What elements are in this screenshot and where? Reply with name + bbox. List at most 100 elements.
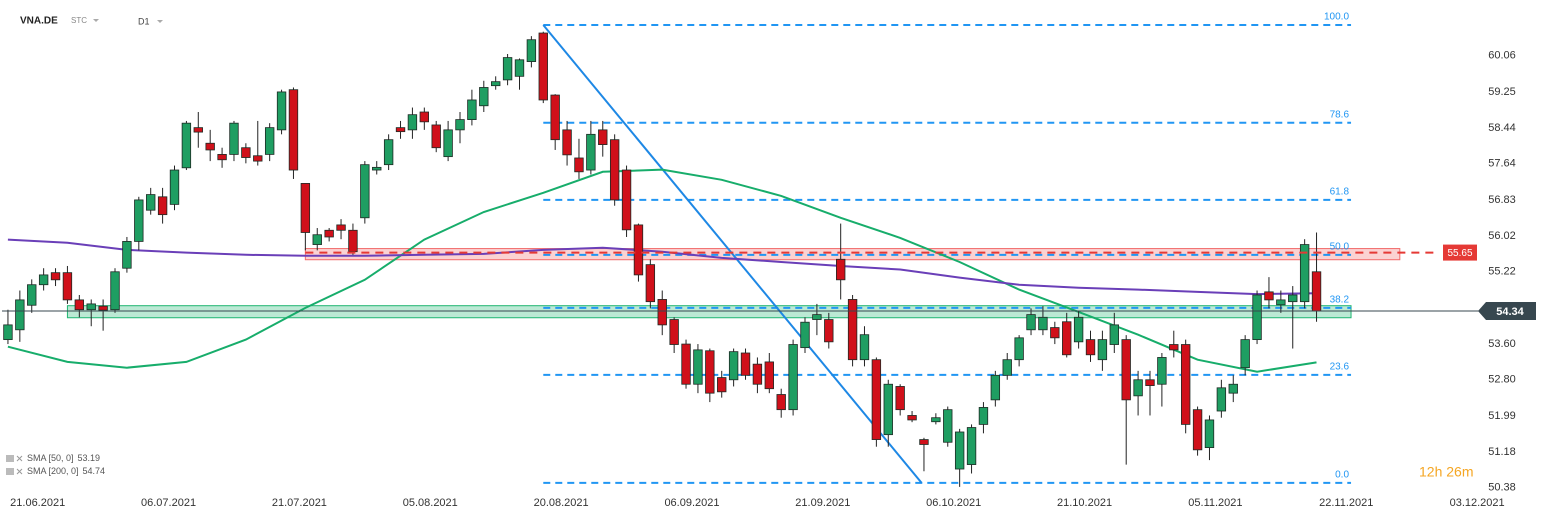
candle-body [169,169,180,205]
candle-body [895,386,905,411]
candle-body [467,99,477,120]
candle-body [134,199,144,242]
candle-body [1145,379,1155,386]
candle-body [348,229,358,253]
candle-body [1288,294,1298,303]
candle-body [681,343,691,385]
y-tick-label: 56.02 [1488,230,1516,242]
candle-body [372,166,382,171]
y-tick-label: 60.06 [1488,50,1516,62]
candle-body [1264,291,1274,301]
candle-body [907,415,917,421]
countdown: 12h 26m [1419,464,1473,480]
candle-body [455,119,465,131]
candle-body [526,39,537,62]
fib-label: 78.6 [1330,109,1350,120]
candle-body [146,194,156,211]
x-tick-label: 06.09.2021 [664,497,719,509]
candle-body [50,272,61,281]
candle-body [812,314,822,320]
candle-body [1157,357,1167,385]
candle-body [62,272,73,301]
sma-line [7,168,1317,373]
y-tick-label: 57.64 [1488,158,1516,170]
candle-body [966,427,977,465]
candle-body [38,274,49,286]
candle-body [645,264,656,303]
candle-body [1109,324,1119,345]
candle-body [276,91,287,131]
fib-label: 23.6 [1330,362,1350,373]
candle-body [717,377,727,393]
candle-body [122,241,132,269]
candle-body [217,154,227,161]
candle-body [788,344,798,411]
candle-body [574,157,584,173]
candle-body [586,133,596,171]
candle-body [1180,344,1191,425]
candle-body [1169,344,1179,351]
candle-body [229,122,239,155]
candle-body [479,87,489,107]
price-tag [1443,244,1477,261]
candle-body [1299,244,1310,303]
x-tick-label: 06.10.2021 [926,497,981,509]
candle-body [871,359,882,440]
y-tick-label: 53.60 [1488,338,1516,350]
candle-body [431,124,441,149]
candle-body [1133,379,1143,397]
legend-name: SMA [50, 0] [27,453,74,463]
candle-body [1240,339,1250,369]
candle-body [621,169,632,231]
candle-body [205,142,215,151]
candle-body [324,229,334,238]
candle-body [253,155,263,162]
candle-body [752,363,763,385]
symbol[interactable]: VNA.DE [20,16,58,27]
candle-body [383,139,394,166]
candle-body [419,111,430,123]
candle-body [776,394,786,411]
x-tick-label: 21.07.2021 [272,497,327,509]
y-tick-label: 52.80 [1488,374,1516,386]
candle-body [1085,339,1096,356]
y-tick-label: 55.22 [1488,266,1516,278]
legend-entry: SMA [200, 0] 54.74 [27,466,105,476]
candle-body [264,127,275,155]
zone [304,248,1401,261]
candle-body [1038,316,1048,331]
legend-value: 54.74 [83,466,106,476]
candle-body [288,89,299,171]
candle-body [312,234,322,245]
candle-body [502,57,513,81]
candle-body [943,409,953,443]
candle-body [847,299,858,361]
candle-body [1073,316,1084,343]
candle-body [1216,387,1227,412]
legend-close [16,455,23,462]
dropdown-arrow[interactable] [157,20,163,23]
candle-body [241,147,251,158]
dropdown-arrow[interactable] [93,19,99,22]
candle-body [407,114,418,131]
candle-body [883,383,893,436]
candle-body [824,319,834,343]
candle-body [1026,314,1036,331]
candle-body [919,439,929,445]
candle-body [86,303,96,311]
candle-body [336,224,346,231]
candle-body [1050,327,1060,339]
y-tick-label: 56.83 [1488,194,1516,206]
instrument-kind: STC [71,16,87,25]
timeframe[interactable]: D1 [138,16,150,26]
candle-body [693,349,703,385]
trend-line [542,24,923,484]
candle-body [954,431,965,470]
x-tick-label: 20.08.2021 [534,497,589,509]
candle-body [491,81,501,87]
fib-label: 100.0 [1324,12,1349,23]
plot-area: 100.0 78.6 61.8 50.0 38.2 23.6 0.0 [3,12,1401,487]
candle-body [15,299,25,331]
